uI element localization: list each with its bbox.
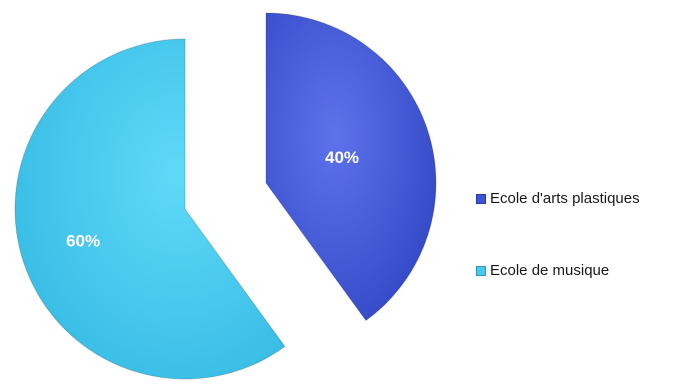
legend-item-music: Ecole de musique	[476, 262, 609, 279]
legend-item-arts: Ecole d'arts plastiques	[476, 190, 640, 207]
pie-slice-music	[14, 38, 286, 380]
legend-swatch-arts	[476, 193, 486, 204]
pie-slice-arts	[265, 12, 437, 322]
data-label-arts: 40%	[325, 148, 359, 167]
legend-label-arts: Ecole d'arts plastiques	[490, 190, 640, 207]
data-label-music: 60%	[66, 232, 100, 251]
legend-label-music: Ecole de musique	[490, 262, 610, 279]
legend-swatch-music	[476, 265, 486, 276]
